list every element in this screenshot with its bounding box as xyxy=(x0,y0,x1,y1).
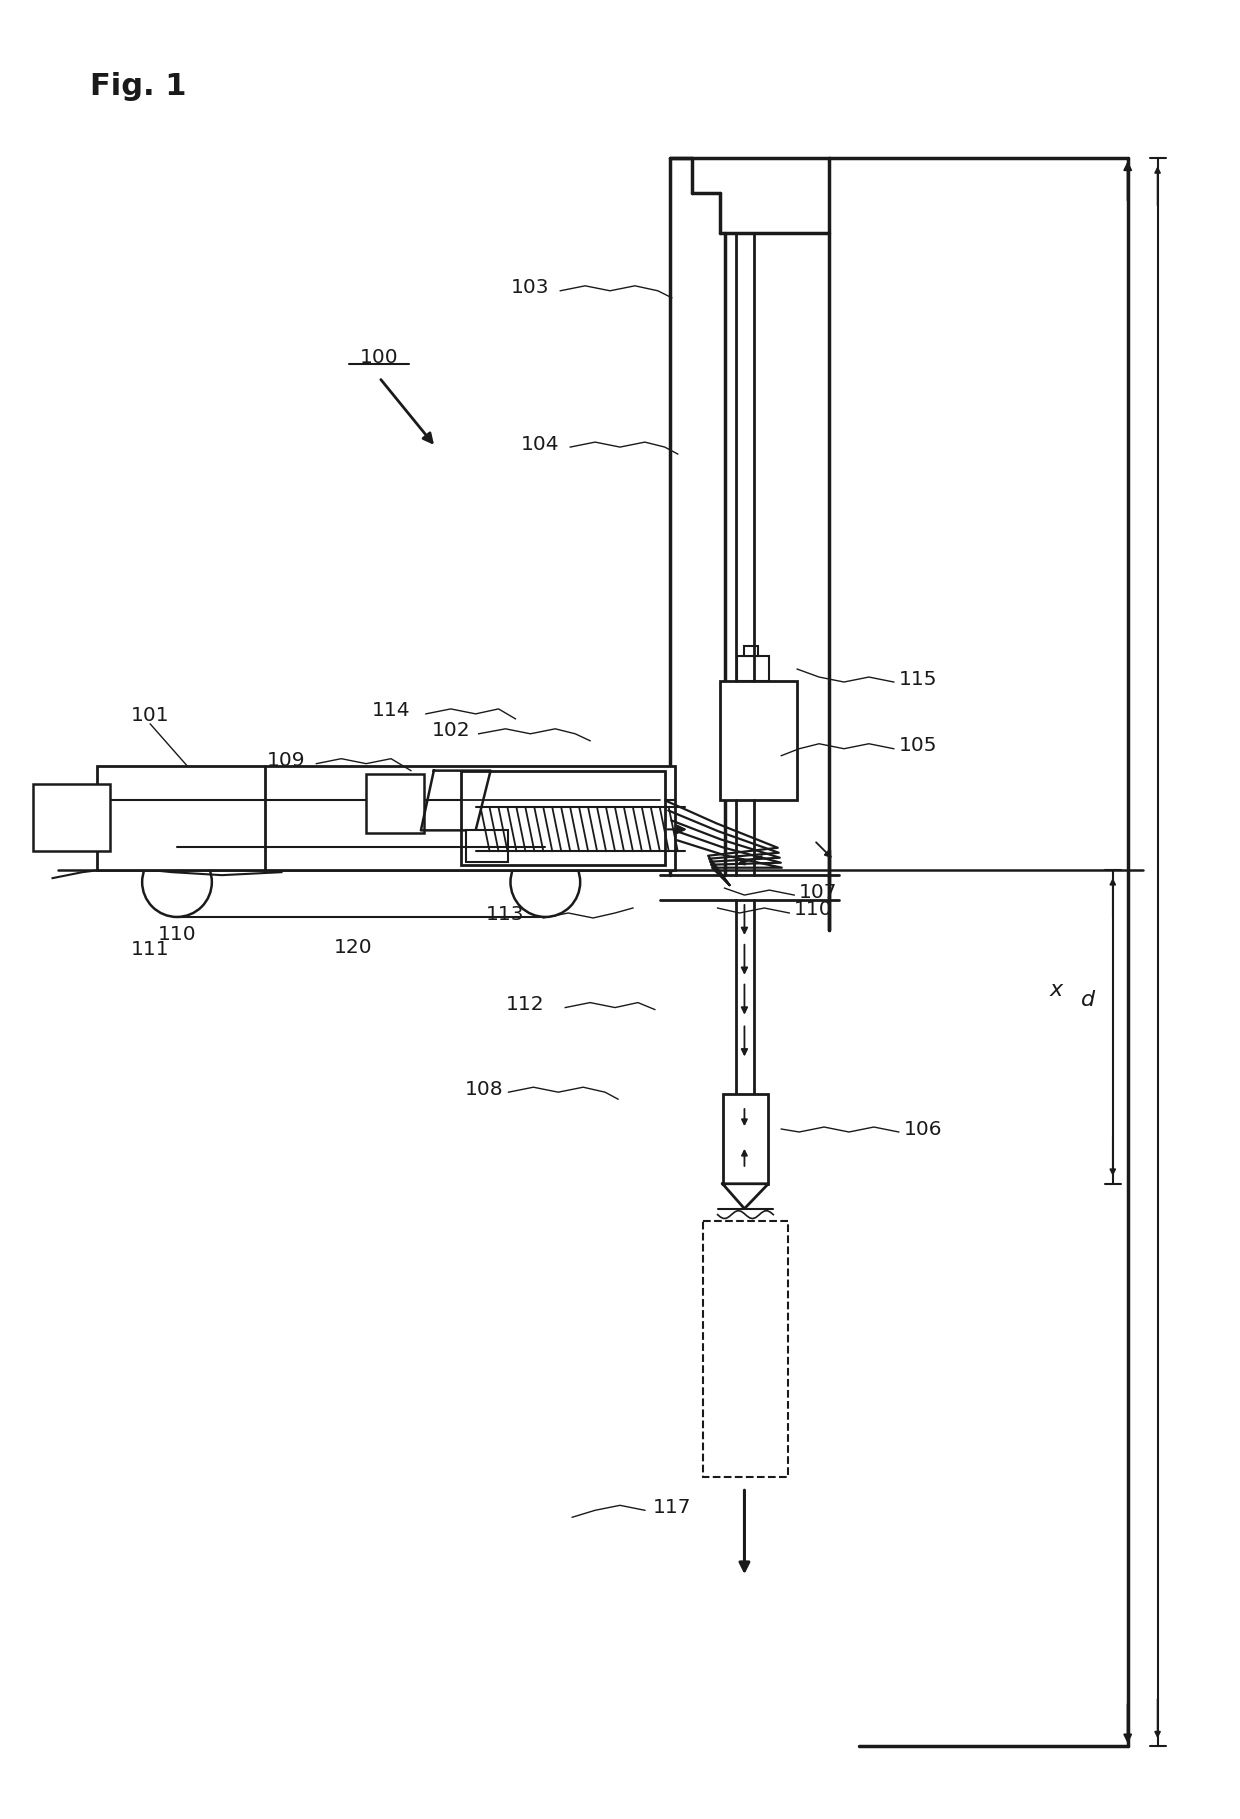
Text: 105: 105 xyxy=(899,737,937,755)
Text: 103: 103 xyxy=(511,278,549,296)
Bar xyxy=(466,829,507,862)
Bar xyxy=(744,646,759,657)
Text: 106: 106 xyxy=(904,1119,942,1139)
Text: 113: 113 xyxy=(486,906,525,924)
Bar xyxy=(723,1095,769,1184)
Bar xyxy=(98,766,675,869)
Text: 112: 112 xyxy=(506,995,544,1013)
Bar xyxy=(32,784,110,851)
Text: 100: 100 xyxy=(360,347,398,367)
Text: 108: 108 xyxy=(465,1080,503,1099)
Bar xyxy=(738,657,769,680)
Text: 114: 114 xyxy=(372,702,410,720)
Bar xyxy=(461,771,665,866)
Text: 102: 102 xyxy=(432,722,470,740)
Text: 109: 109 xyxy=(268,751,306,769)
Text: 115: 115 xyxy=(899,669,937,689)
Text: d: d xyxy=(1081,990,1095,1010)
Bar xyxy=(703,1221,789,1477)
Text: 101: 101 xyxy=(130,706,170,726)
Bar xyxy=(366,773,424,833)
Text: 120: 120 xyxy=(334,939,372,957)
Polygon shape xyxy=(723,1184,769,1208)
Text: 110: 110 xyxy=(794,900,833,919)
Text: 104: 104 xyxy=(521,435,559,453)
Text: 111: 111 xyxy=(130,940,170,959)
Text: x: x xyxy=(1049,980,1063,1000)
Text: Fig. 1: Fig. 1 xyxy=(91,71,187,100)
Text: 107: 107 xyxy=(800,882,838,902)
Text: 110: 110 xyxy=(157,926,196,944)
Text: 117: 117 xyxy=(652,1497,691,1517)
Bar xyxy=(719,680,797,800)
